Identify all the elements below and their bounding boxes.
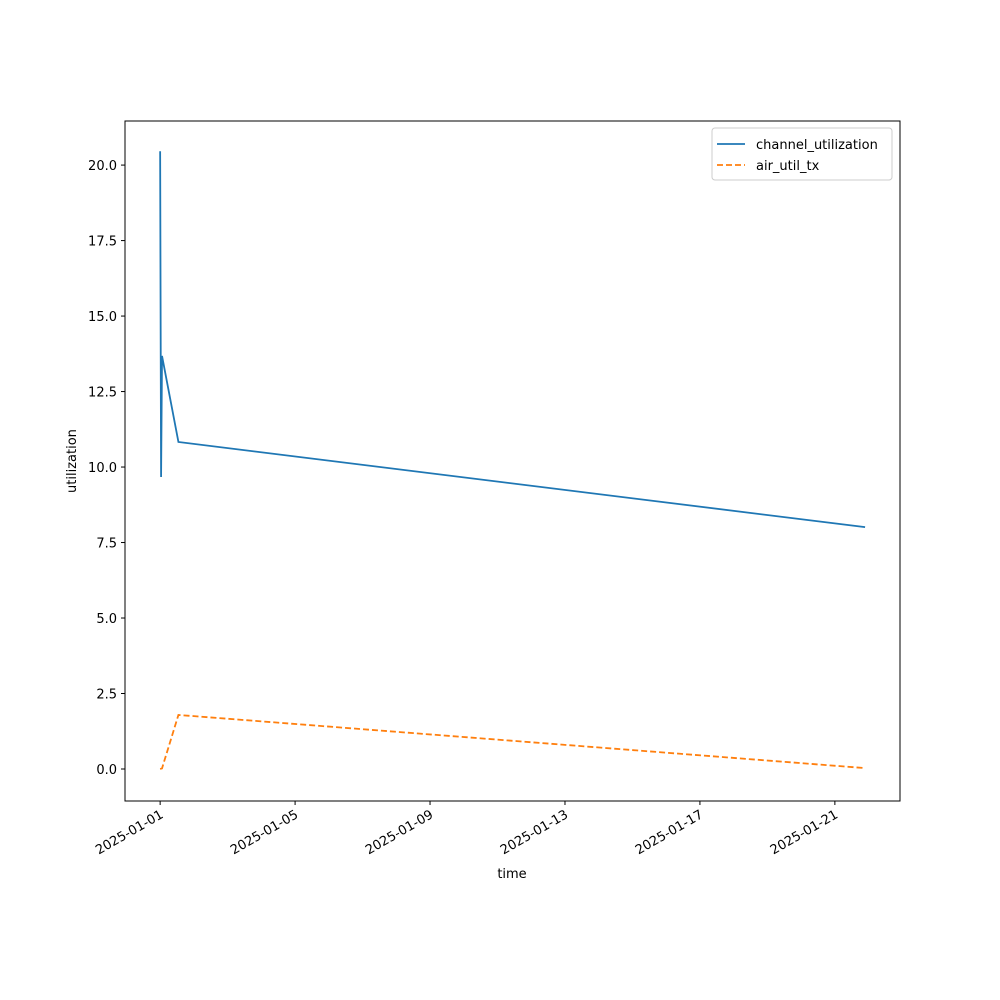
plot-frame <box>124 120 901 802</box>
legend-label: air_util_tx <box>756 159 820 174</box>
y-axis-label: utilization <box>65 429 80 493</box>
data-line <box>159 713 866 770</box>
legend-label: channel_utilization <box>756 138 878 153</box>
x-axis-label: time <box>497 867 526 882</box>
legend-box <box>711 127 893 181</box>
y-tick-label: 0.0 <box>96 763 117 778</box>
data-line <box>159 151 866 529</box>
y-tick-label: 10.0 <box>88 461 117 476</box>
y-tick-label: 5.0 <box>96 612 117 627</box>
y-tick-label: 2.5 <box>96 688 117 703</box>
y-tick-label: 17.5 <box>88 235 117 250</box>
y-tick-label: 7.5 <box>96 537 117 552</box>
y-tick-label: 20.0 <box>88 159 117 174</box>
y-tick-label: 12.5 <box>88 386 117 401</box>
y-tick-label: 15.0 <box>88 310 117 325</box>
